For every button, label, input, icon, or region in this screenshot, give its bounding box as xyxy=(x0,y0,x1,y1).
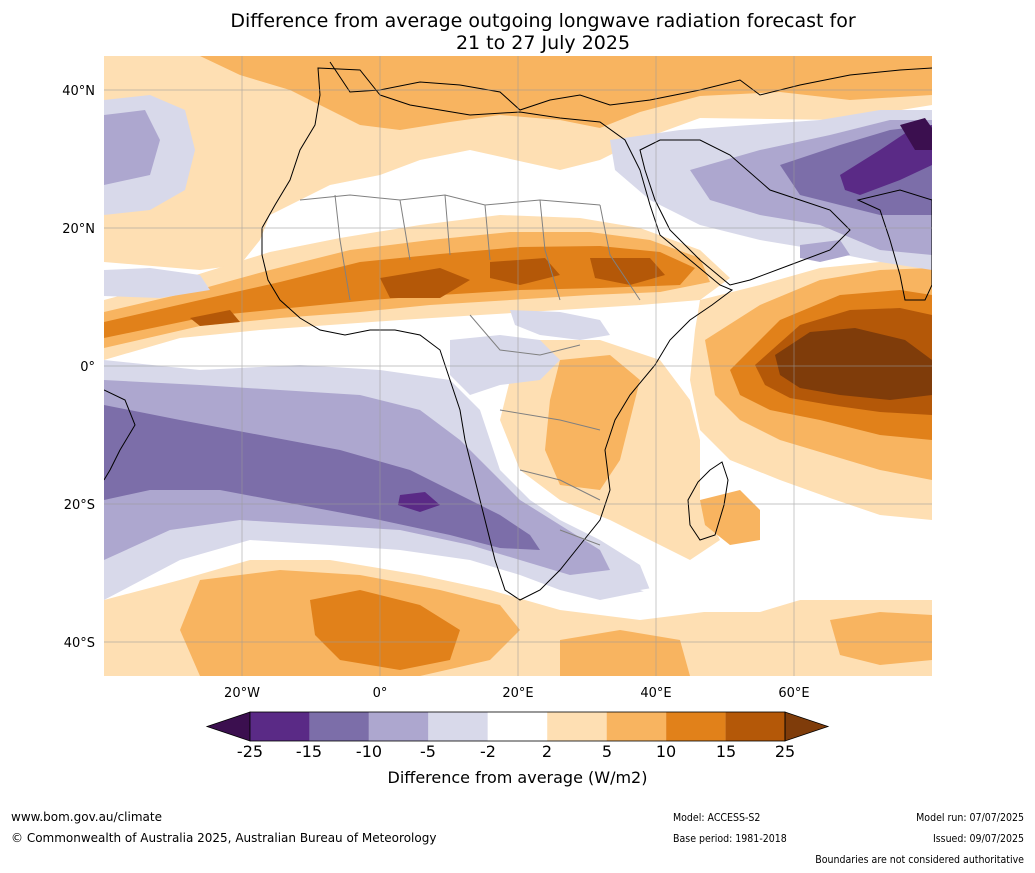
madagascar-coastline xyxy=(687,461,729,541)
colorbar-tick-label: -5 xyxy=(420,742,436,761)
anomaly-region xyxy=(310,590,460,670)
colorbar-tick-label: 2 xyxy=(541,742,553,761)
lon-tick-label: 20°W xyxy=(224,686,260,701)
anomaly-region xyxy=(190,310,240,326)
title-line-2: 21 to 27 July 2025 xyxy=(455,32,631,54)
footer-copyright: © Commonwealth of Australia 2025, Austra… xyxy=(11,831,437,845)
anomaly-region xyxy=(840,125,932,195)
colorbar-bin xyxy=(309,712,369,741)
lon-tick-label: 40°E xyxy=(640,686,671,701)
anomaly-region xyxy=(104,268,210,298)
title-line-1: Difference from average outgoing longwav… xyxy=(230,10,856,32)
lon-tick-label: 60°E xyxy=(778,686,809,701)
colorbar-bin xyxy=(606,712,667,741)
anomaly-region xyxy=(104,405,540,550)
anomaly-region xyxy=(104,56,932,270)
footer-url: www.bom.gov.au/climate xyxy=(11,810,162,824)
latitude-labels: 40°N 20°N 0° 20°S 40°S xyxy=(62,84,95,651)
colorbar-tick-label: -10 xyxy=(355,742,383,761)
colorbar-bin xyxy=(487,712,548,741)
anomaly-region xyxy=(510,310,610,340)
colorbar-tick-label: 25 xyxy=(774,742,796,761)
europe-coastline xyxy=(329,61,932,111)
colorbar-bin xyxy=(547,712,607,741)
africa-coastline xyxy=(261,67,733,601)
colorbar-extend-low xyxy=(205,711,251,742)
anomaly-region xyxy=(590,258,665,285)
india-coastline xyxy=(856,189,932,301)
colorbar xyxy=(205,711,830,742)
anomaly-region xyxy=(900,118,932,150)
country-borders xyxy=(299,194,641,546)
anomaly-region xyxy=(545,355,640,490)
graticule xyxy=(104,56,932,676)
colorbar-tick-label: 5 xyxy=(601,742,613,761)
anomaly-region xyxy=(490,258,560,285)
footer-base-period: Base period: 1981-2018 xyxy=(673,833,787,845)
colorbar-bin xyxy=(666,712,726,741)
lat-tick-label: 0° xyxy=(80,360,95,375)
footer-issued: Issued: 09/07/2025 xyxy=(932,833,1024,845)
arabia-coastline xyxy=(639,139,851,286)
lon-tick-label: 0° xyxy=(373,686,388,701)
colorbar-tick-label: -15 xyxy=(295,742,323,761)
anomaly-region xyxy=(560,630,690,676)
colorbar-bin xyxy=(250,712,310,741)
colorbar-bin xyxy=(368,712,429,741)
anomaly-region xyxy=(330,58,520,95)
colorbar-bin xyxy=(428,712,488,741)
footer-model-run: Model run: 07/07/2025 xyxy=(916,812,1024,824)
colorbar-frame xyxy=(249,711,786,742)
anomaly-region xyxy=(398,492,440,512)
lat-tick-label: 40°S xyxy=(64,636,95,651)
anomaly-region xyxy=(450,335,560,395)
footer-boundaries-note: Boundaries are not considered authoritat… xyxy=(815,854,1024,866)
colorbar-tick-label: -2 xyxy=(480,742,496,761)
longitude-labels: 20°W 0° 20°E 40°E 60°E xyxy=(224,686,810,701)
colorbar-extend-high xyxy=(784,711,830,742)
footer-model: Model: ACCESS-S2 xyxy=(673,812,761,824)
colorbar-tick-label: -25 xyxy=(236,742,264,761)
anomaly-region xyxy=(104,110,160,185)
anomaly-region xyxy=(775,328,932,400)
colorbar-title: Difference from average (W/m2) xyxy=(387,768,648,787)
lat-tick-label: 20°N xyxy=(62,222,95,237)
anomaly-region xyxy=(380,268,470,298)
colorbar-tick-label: 10 xyxy=(655,742,677,761)
lat-tick-label: 20°S xyxy=(64,498,95,513)
map-area xyxy=(104,56,932,676)
lat-tick-label: 40°N xyxy=(62,84,95,99)
colorbar-tick-label: 15 xyxy=(715,742,737,761)
anomaly-region xyxy=(640,580,800,612)
colorbar-bin xyxy=(725,712,785,741)
map-title: Difference from average outgoing longwav… xyxy=(0,10,1035,54)
south-america-coastline xyxy=(104,389,136,481)
anomaly-region xyxy=(830,612,932,665)
lon-tick-label: 20°E xyxy=(502,686,533,701)
